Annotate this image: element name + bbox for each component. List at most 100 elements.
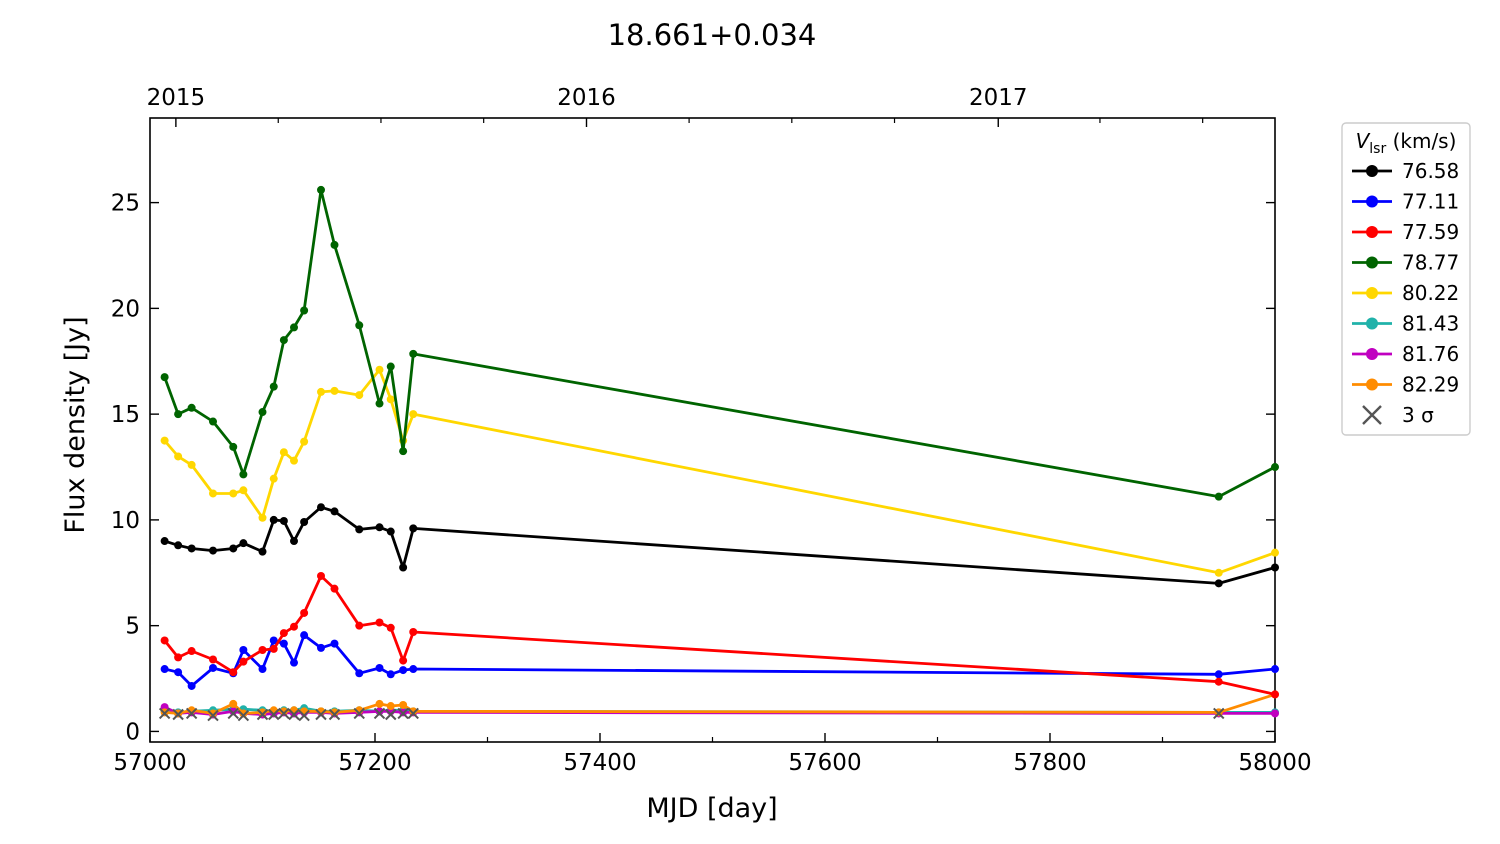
legend-entry-label: 76.58 <box>1402 159 1459 183</box>
data-point-78-77 <box>174 410 183 419</box>
legend-entry-label: 78.77 <box>1402 251 1459 275</box>
legend-title-v: V <box>1356 129 1371 153</box>
data-point-77-59 <box>355 621 364 630</box>
x-tick-label: 57200 <box>338 750 411 776</box>
data-point-82-29 <box>375 699 384 708</box>
data-point-78-77 <box>239 470 248 479</box>
data-point-82-29 <box>279 707 288 716</box>
chart-title: 18.661+0.034 <box>608 18 817 52</box>
data-point-78-77 <box>258 408 267 417</box>
data-point-82-29 <box>399 700 408 709</box>
data-point-77-11 <box>160 665 169 674</box>
data-point-78-77 <box>229 442 238 451</box>
data-point-82-29 <box>386 702 395 711</box>
legend-title-sub: lsr <box>1369 141 1386 157</box>
data-point-80-22 <box>187 460 196 469</box>
data-point-80-22 <box>229 489 238 498</box>
data-point-76-58 <box>399 563 408 572</box>
data-point-80-22 <box>1271 548 1279 557</box>
sigma-marker <box>288 708 300 721</box>
legend-entry-label: 77.11 <box>1402 190 1459 214</box>
data-point-77-11 <box>375 663 384 672</box>
legend-swatch-marker <box>1366 195 1378 208</box>
data-point-81-76 <box>375 707 384 716</box>
data-point-77-11 <box>330 639 339 648</box>
data-point-77-11 <box>209 663 217 672</box>
data-point-77-11 <box>174 668 183 677</box>
y-tick-label: 20 <box>111 296 140 322</box>
data-point-76-58 <box>317 503 325 512</box>
y-tick-label: 5 <box>125 614 140 640</box>
data-point-77-11 <box>239 645 248 654</box>
data-point-76-58 <box>160 537 169 546</box>
data-point-76-58 <box>1214 579 1223 588</box>
data-point-80-22 <box>258 513 267 522</box>
sigma-marker <box>158 707 171 720</box>
data-point-77-59 <box>399 656 408 665</box>
y-tick-label: 15 <box>111 402 140 428</box>
data-point-78-77 <box>290 323 298 332</box>
sigma-marker <box>256 708 269 721</box>
data-point-77-59 <box>258 645 267 654</box>
y-tick-label: 25 <box>111 191 140 217</box>
data-point-77-59 <box>269 644 278 653</box>
data-point-78-77 <box>209 417 217 426</box>
y-tick-label: 0 <box>125 719 140 745</box>
data-point-78-77 <box>409 349 418 358</box>
data-point-76-58 <box>209 546 217 555</box>
data-point-77-59 <box>229 668 238 677</box>
legend-swatch-marker <box>1366 348 1378 360</box>
legend-sigma-label: 3 σ <box>1402 403 1434 427</box>
series-line-80-22 <box>163 368 1276 575</box>
series-line-76-58 <box>164 505 1276 585</box>
sigma-marker <box>237 709 250 722</box>
data-point-80-22 <box>160 436 169 445</box>
data-point-81-76 <box>1271 709 1279 718</box>
data-point-76-58 <box>409 524 418 533</box>
data-point-80-22 <box>279 448 288 457</box>
data-point-78-77 <box>399 447 408 456</box>
data-point-76-58 <box>1271 563 1279 572</box>
x-tick-label: 57000 <box>113 750 186 776</box>
data-point-76-58 <box>269 515 278 524</box>
plot-area: 57000 57200 57400 57600 57800 58000 0 5 10 15 20 25… <box>111 85 1312 776</box>
data-point-76-58 <box>375 523 384 532</box>
sigma-marker <box>385 708 397 721</box>
data-point-78-77 <box>386 362 395 371</box>
data-point-77-59 <box>174 653 183 662</box>
legend-sigma-marker <box>1362 405 1382 425</box>
data-point-82-29 <box>239 709 248 718</box>
top-year-label: 2016 <box>557 85 616 111</box>
sigma-marker <box>268 708 280 721</box>
data-point-76-58 <box>258 547 267 556</box>
data-point-80-22 <box>386 395 395 404</box>
series-line-77-59 <box>163 574 1276 696</box>
data-point-80-22 <box>209 489 217 498</box>
data-point-80-22 <box>1214 568 1223 577</box>
data-point-77-59 <box>1271 690 1279 699</box>
data-point-78-77 <box>330 240 339 249</box>
data-point-77-59 <box>209 655 217 664</box>
legend-swatch-marker <box>1366 226 1378 238</box>
data-point-80-22 <box>409 410 418 419</box>
data-point-78-77 <box>317 185 325 194</box>
sigma-marker <box>353 707 365 720</box>
data-point-77-59 <box>386 623 395 632</box>
data-point-77-11 <box>1271 665 1279 674</box>
data-point-78-77 <box>355 321 364 330</box>
legend-entry-label: 80.22 <box>1402 281 1459 305</box>
data-point-77-59 <box>160 636 169 645</box>
data-point-77-59 <box>330 584 339 593</box>
data-point-78-77 <box>279 336 288 345</box>
data-point-78-77 <box>300 306 309 315</box>
data-point-77-59 <box>317 571 325 580</box>
data-point-82-29 <box>330 708 339 717</box>
sigma-marker <box>298 709 310 722</box>
data-point-76-58 <box>174 541 183 550</box>
legend-swatch-marker <box>1366 165 1378 177</box>
data-point-77-59 <box>1214 677 1223 686</box>
legend-entry-label: 81.43 <box>1402 312 1459 336</box>
data-point-78-77 <box>375 399 384 408</box>
